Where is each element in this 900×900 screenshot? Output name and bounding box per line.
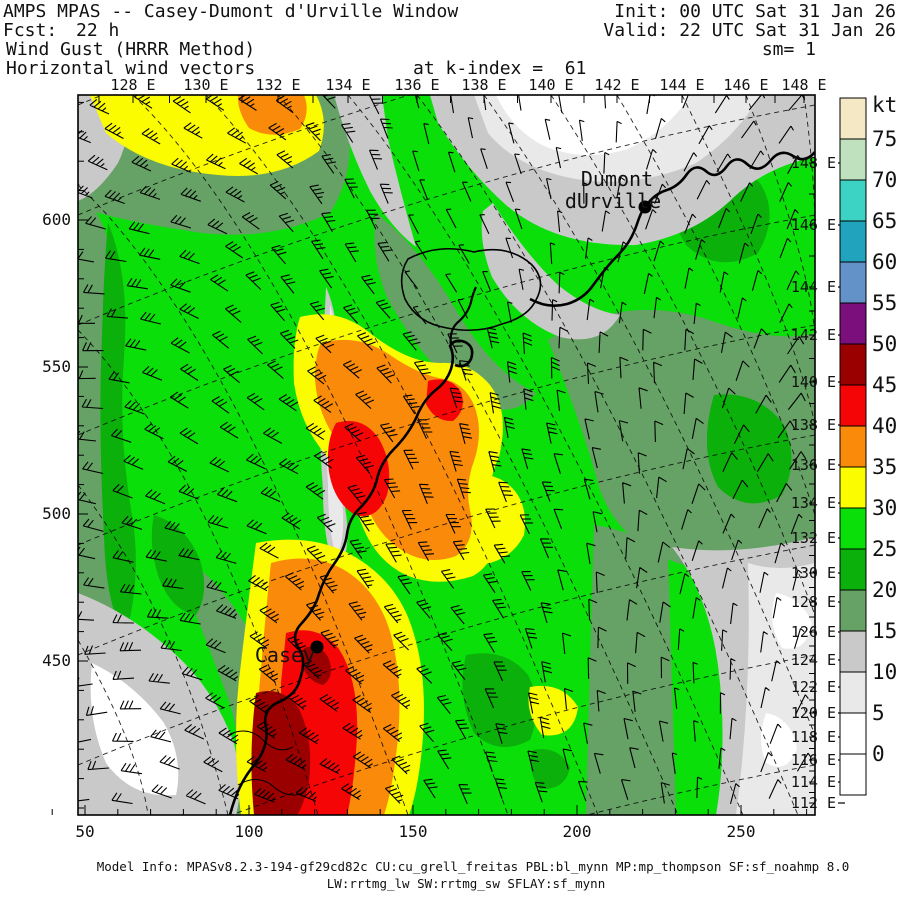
colorbar-tick-label: 20 (872, 578, 897, 602)
colorbar-segment (839, 138, 867, 181)
colorbar-tick-label: 70 (872, 168, 897, 192)
colorbar-tick-label: 0 (872, 742, 885, 766)
colorbar-segment (839, 302, 867, 345)
top-axis-label: 132 E (255, 76, 300, 94)
top-axis-label: 146 E (723, 76, 768, 94)
casey-station-label: Casey (255, 643, 315, 667)
plot-title: AMPS MPAS -- Casey-Dumont d'Urville Wind… (3, 1, 459, 22)
top-axis-label: 144 E (659, 76, 704, 94)
top-axis-label: 142 E (594, 76, 639, 94)
colorbar-segment (839, 466, 867, 509)
bottom-axis-label: 200 (563, 822, 592, 841)
colorbar-tick-label: 75 (872, 127, 897, 151)
top-axis-label: 130 E (183, 76, 228, 94)
top-axis-label: 136 E (394, 76, 439, 94)
wind-barbs (78, 95, 812, 805)
colorbar-segment (839, 220, 867, 263)
colorbar-tick-label: 15 (872, 619, 897, 643)
left-axis-label: 450 (42, 651, 71, 670)
coastline (227, 151, 815, 815)
colorbar-tick-label: 55 (872, 291, 897, 315)
colorbar-tick-label: 45 (872, 373, 897, 397)
colorbar-segment (839, 261, 867, 304)
dumont-station-label-line1: Dumont (581, 167, 653, 191)
dumont-station-label-line2: dUrville (565, 189, 661, 213)
colorbar-tick-label: 65 (872, 209, 897, 233)
colorbar-segment (839, 630, 867, 673)
vector-overlay-label: Horizontal wind vectors (6, 58, 256, 79)
top-axis-label: 140 E (528, 76, 573, 94)
forecast-hour-value: 22 h (76, 20, 120, 41)
colorbar-segment (839, 548, 867, 591)
colorbar-segment (839, 179, 867, 222)
colorbar-tick-label: 40 (872, 414, 897, 438)
colorbar-tick-label: 60 (872, 250, 897, 274)
colorbar-segment (839, 384, 867, 427)
top-axis-label: 134 E (325, 76, 370, 94)
colorbar-tick-label: 5 (872, 701, 885, 725)
colorbar-segment (839, 97, 867, 140)
bottom-axis-label: 250 (727, 822, 756, 841)
bottom-axis-label: 150 (399, 822, 428, 841)
init-time: Init: 00 UTC Sat 31 Jan 26 (614, 1, 896, 22)
top-axis-label: 128 E (110, 76, 155, 94)
left-axis-label: 500 (42, 504, 71, 523)
colorbar-tick-label: 30 (872, 496, 897, 520)
colorbar-segment (839, 589, 867, 632)
colorbar-tick-label: 35 (872, 455, 897, 479)
colorbar-segment (839, 507, 867, 550)
colorbar-tick-label: 25 (872, 537, 897, 561)
colorbar-unit-label: kt (872, 93, 897, 117)
valid-time: Valid: 22 UTC Sat 31 Jan 26 (603, 20, 896, 41)
colorbar-segment (839, 671, 867, 714)
forecast-hour-label: Fcst: (3, 20, 58, 41)
frame-ticks (51, 95, 815, 815)
dumont-station-dot (638, 200, 652, 214)
colorbar-segment (839, 753, 867, 796)
top-axis-label: 148 E (781, 76, 826, 94)
bottom-axis-label: 100 (235, 822, 264, 841)
colorbar-segment (839, 343, 867, 386)
top-axis-label: 138 E (461, 76, 506, 94)
colorbar-segment (839, 712, 867, 755)
colorbar-tick-label: 10 (872, 660, 897, 684)
bottom-axis-label: 50 (75, 822, 94, 841)
latlon-gridlines (78, 95, 815, 815)
colorbar-tick-label: 50 (872, 332, 897, 356)
field-name: Wind Gust (HRRR Method) (6, 39, 256, 60)
smoothing-label: sm= 1 (761, 39, 816, 60)
model-info-line1: Model Info: MPASv8.2.3-194-gf29cd82c CU:… (96, 859, 850, 874)
k-index-label: at k-index = 61 (413, 58, 587, 79)
model-info-line2: LW:rrtmg_lw SW:rrtmg_sw SFLAY:sf_mynn (326, 876, 606, 891)
left-axis-label: 550 (42, 357, 71, 376)
casey-station-dot (310, 640, 324, 654)
colorbar-segment (839, 425, 867, 468)
left-axis-label: 600 (42, 210, 71, 229)
